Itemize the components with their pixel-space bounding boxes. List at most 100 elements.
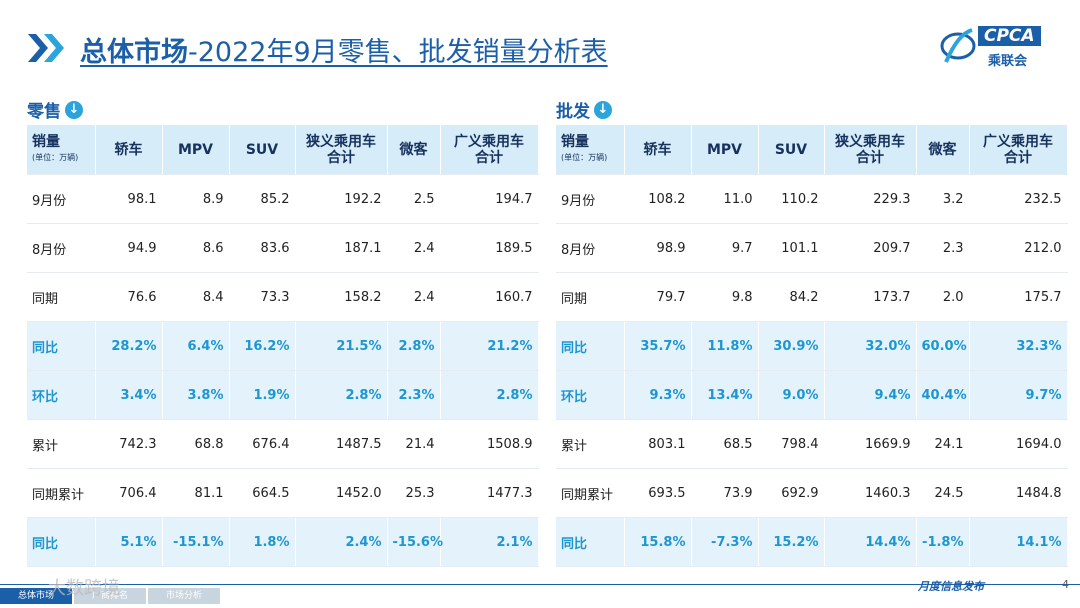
cell: 9.7% (969, 370, 1068, 420)
cell: 25.3 (387, 468, 441, 518)
table-row: 8月份 94.9 8.6 83.6 187.1 2.4 189.5 (27, 223, 539, 273)
column-header: SUV (229, 125, 296, 175)
cell: 79.7 (624, 272, 692, 322)
cell: 2.8% (387, 321, 441, 371)
cell: 24.5 (916, 468, 970, 518)
cell: 798.4 (758, 419, 825, 469)
footer-tab: 厂商排名 (74, 588, 146, 604)
cell: 101.1 (758, 223, 825, 273)
cell: 2.5 (387, 174, 441, 224)
table-row: 同比 35.7% 11.8% 30.9% 32.0% 60.0% 32.3% (556, 321, 1068, 371)
page-number: 4 (1062, 578, 1069, 591)
cell: 8.9 (162, 174, 230, 224)
title-rest: -2022年9月零售、批发销量分析表 (188, 37, 608, 68)
cell: 189.5 (440, 223, 539, 273)
table-row: 同期累计 693.5 73.9 692.9 1460.3 24.5 1484.8 (556, 468, 1068, 518)
row-label: 同期 (556, 272, 625, 322)
row-label: 同期 (27, 272, 96, 322)
row-label: 9月份 (556, 174, 625, 224)
cell: 9.3% (624, 370, 692, 420)
table-row: 累计 742.3 68.8 676.4 1487.5 21.4 1508.9 (27, 419, 539, 469)
unit-text: (单位：万辆) (561, 152, 608, 162)
cell: 68.8 (162, 419, 230, 469)
table-row: 9月份 108.2 11.0 110.2 229.3 3.2 232.5 (556, 174, 1068, 224)
cell: 212.0 (969, 223, 1068, 273)
cell: 9.7 (691, 223, 759, 273)
table-row: 同比 5.1% -15.1% 1.8% 2.4% -15.6% 2.1% (27, 517, 539, 567)
watermark: 大数跨境 (48, 578, 120, 599)
sales-table: 销量 (单位：万辆) 轿车 MPV SUV 狭义乘用车 合计 微客 广义乘用车 合计 9月份 10… (556, 125, 1068, 567)
cell: 2.4 (387, 272, 441, 322)
table-row: 环比 3.4% 3.8% 1.9% 2.8% 2.3% 2.8% (27, 370, 539, 420)
column-header: MPV (691, 125, 759, 175)
table-row: 同比 15.8% -7.3% 15.2% 14.4% -1.8% 14.1% (556, 517, 1068, 567)
row-label: 环比 (27, 370, 96, 420)
cell: 209.7 (824, 223, 917, 273)
cell: 3.8% (162, 370, 230, 420)
row-label: 8月份 (556, 223, 625, 273)
footer: 总体市场 厂商排名 市场分析 大数跨境 月度信息发布 4 (0, 578, 1080, 608)
table-row: 环比 9.3% 13.4% 9.0% 9.4% 40.4% 9.7% (556, 370, 1068, 420)
cell: 108.2 (624, 174, 692, 224)
cell: 2.4 (387, 223, 441, 273)
section-label: 零售 ↓ (27, 97, 83, 122)
column-header: 广义乘用车 合计 (440, 125, 539, 175)
row-label: 同比 (27, 517, 96, 567)
cell: 692.9 (758, 468, 825, 518)
cell: 6.4% (162, 321, 230, 371)
unit-header: 销量 (单位：万辆) (556, 125, 625, 175)
title: 总体市场-2022年9月零售、批发销量分析表 (80, 30, 608, 69)
title-bold: 总体市场 (80, 37, 188, 68)
cell: 2.4% (295, 517, 388, 567)
footer-right: 月度信息发布 (918, 580, 984, 593)
column-header: SUV (758, 125, 825, 175)
cell: 9.0% (758, 370, 825, 420)
column-header: 微客 (387, 125, 441, 175)
cell: 83.6 (229, 223, 296, 273)
cell: 98.1 (95, 174, 163, 224)
cell: 85.2 (229, 174, 296, 224)
cell: 192.2 (295, 174, 388, 224)
row-label: 环比 (556, 370, 625, 420)
row-label: 累计 (27, 419, 96, 469)
cell: 24.1 (916, 419, 970, 469)
cell: 187.1 (295, 223, 388, 273)
row-label: 8月份 (27, 223, 96, 273)
cell: 98.9 (624, 223, 692, 273)
table-row: 8月份 98.9 9.7 101.1 209.7 2.3 212.0 (556, 223, 1068, 273)
section-text: 零售 (27, 102, 61, 122)
column-header: 轿车 (624, 125, 692, 175)
row-label: 同期累计 (27, 468, 96, 518)
row-label: 累计 (556, 419, 625, 469)
cell: 158.2 (295, 272, 388, 322)
column-header: 广义乘用车 合计 (969, 125, 1068, 175)
cell: 15.2% (758, 517, 825, 567)
cell: 2.8% (440, 370, 539, 420)
row-label: 同比 (556, 321, 625, 371)
cell: 35.7% (624, 321, 692, 371)
cell: 28.2% (95, 321, 163, 371)
column-header: 微客 (916, 125, 970, 175)
cell: 9.4% (824, 370, 917, 420)
cell: 1477.3 (440, 468, 539, 518)
cell: 21.2% (440, 321, 539, 371)
cell: 32.0% (824, 321, 917, 371)
cell: 81.1 (162, 468, 230, 518)
cell: 1487.5 (295, 419, 388, 469)
cell: 73.3 (229, 272, 296, 322)
cell: 16.2% (229, 321, 296, 371)
unit-header: 销量 (单位：万辆) (27, 125, 96, 175)
cell: 742.3 (95, 419, 163, 469)
cell: 40.4% (916, 370, 970, 420)
down-icon: ↓ (594, 100, 612, 119)
cell: 173.7 (824, 272, 917, 322)
header-row: 销量 (单位：万辆) 轿车 MPV SUV 狭义乘用车 合计 微客 广义乘用车 合计 (27, 125, 539, 175)
cell: 803.1 (624, 419, 692, 469)
cell: 21.4 (387, 419, 441, 469)
section-text: 批发 (556, 102, 590, 122)
cell: 1452.0 (295, 468, 388, 518)
cell: 2.0 (916, 272, 970, 322)
cell: 30.9% (758, 321, 825, 371)
column-header: MPV (162, 125, 230, 175)
cell: 3.4% (95, 370, 163, 420)
